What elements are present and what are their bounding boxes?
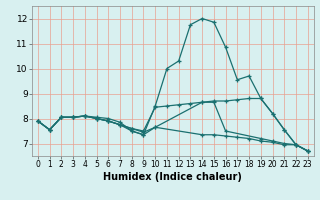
X-axis label: Humidex (Indice chaleur): Humidex (Indice chaleur)	[103, 172, 242, 182]
